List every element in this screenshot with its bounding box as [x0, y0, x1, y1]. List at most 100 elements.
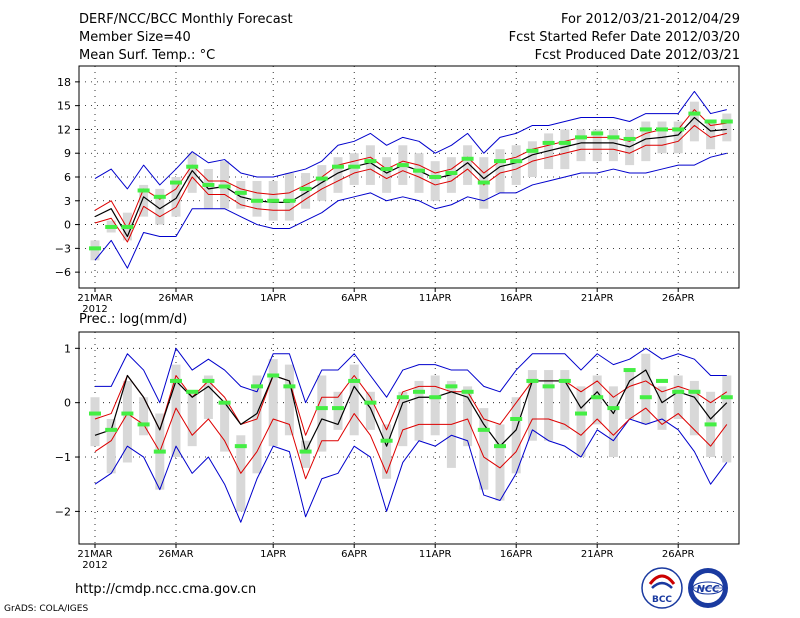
prec-green-marker — [380, 438, 393, 443]
prec-green-marker — [234, 444, 247, 449]
temp-spread-box — [689, 101, 699, 142]
prec-green-marker — [348, 378, 361, 383]
prec-green-marker — [623, 368, 636, 373]
prec-spread-box — [333, 391, 343, 430]
prec-y-tick-label: −2 — [55, 505, 71, 518]
temp-y-tick-label: 0 — [64, 219, 71, 232]
temp-year-label: 2012 — [82, 304, 107, 315]
temp-green-marker — [558, 140, 571, 145]
prec-spread-box — [414, 380, 424, 441]
temp-green-marker — [267, 198, 280, 203]
prec-green-marker — [299, 449, 312, 454]
temp-green-marker — [704, 119, 717, 124]
prec-green-marker — [186, 389, 199, 394]
prec-spread-box — [220, 402, 230, 452]
temp-green-marker — [396, 163, 409, 168]
temp-spread-box — [560, 129, 570, 170]
prec-spread-box — [317, 375, 327, 452]
temp-x-tick-label: 26MAR — [158, 293, 193, 304]
temp-spread-box — [171, 177, 181, 217]
temp-x-tick-label: 26APR — [662, 293, 695, 304]
forecast-period-label: For 2012/03/21-2012/04/29 — [561, 12, 740, 27]
grads-credit: GrADS: COLA/IGES — [4, 604, 89, 614]
temp-red-lower-line — [94, 124, 727, 243]
temp-blue-upper-line — [94, 90, 727, 190]
temp-spread-box — [414, 153, 424, 193]
temp-green-marker — [332, 164, 344, 169]
ncc-logo-text: NCC — [696, 584, 720, 595]
prec-green-marker — [153, 449, 166, 454]
temp-spread-box — [382, 157, 392, 193]
prec-spread-box — [365, 391, 375, 430]
forecast-started-label: Fcst Started Refer Date 2012/03/20 — [508, 30, 740, 45]
prec-spread-box — [527, 370, 537, 441]
prec-spread-box — [641, 353, 651, 425]
temp-green-marker — [121, 224, 134, 229]
prec-spread-box — [90, 397, 100, 447]
temp-spread-box — [511, 145, 521, 185]
temp-spread-box — [155, 188, 165, 225]
agency-logos: BCC NCC — [641, 567, 728, 609]
temp-x-tick-label: 16APR — [500, 293, 533, 304]
prec-y-tick-label: 0 — [64, 397, 71, 410]
temp-ensemble-mean-line — [94, 116, 727, 238]
prec-x-tick-label: 11APR — [419, 549, 452, 560]
temp-green-marker — [202, 182, 215, 187]
prec-spread-box — [657, 386, 667, 430]
ncc-logo: NCC — [688, 568, 728, 608]
bcc-logo: BCC — [641, 567, 683, 609]
temp-green-marker — [153, 194, 166, 199]
source-url[interactable]: http://cmdp.ncc.cma.gov.cn — [75, 582, 257, 597]
prec-spread-box — [479, 408, 489, 490]
temp-y-tick-label: 3 — [64, 195, 71, 208]
temp-green-marker — [218, 184, 231, 189]
temp-green-marker — [688, 111, 701, 116]
prec-blue-lower-line — [94, 418, 728, 523]
precipitation-panel: −2 −1 0 1 21MAR 26MAR 1APR 6APR 11APR 16APR 21APR 2… — [55, 331, 740, 571]
prec-green-marker — [105, 427, 118, 432]
precip-panel-title: Prec.: log(mm/d) — [79, 312, 187, 327]
prec-spread-box — [625, 370, 635, 419]
temp-y-tick-label: 6 — [64, 171, 71, 184]
prec-spread-box — [608, 386, 618, 458]
temp-x-tick-label: 6APR — [341, 293, 367, 304]
temp-x-tick-label: 1APR — [260, 293, 286, 304]
prec-x-tick-label: 21APR — [581, 549, 614, 560]
prec-spread-box — [382, 424, 392, 479]
temp-green-marker — [542, 140, 555, 145]
prec-green-marker — [137, 422, 150, 427]
prec-green-marker — [656, 378, 668, 383]
temp-green-marker — [639, 127, 652, 132]
temp-green-marker — [575, 135, 587, 140]
prec-green-marker — [332, 406, 344, 411]
prec-x-tick-label: 21MAR — [77, 549, 112, 560]
bcc-logo-text: BCC — [652, 595, 672, 605]
temp-green-marker — [591, 131, 604, 136]
temp-blue-lower-line — [94, 152, 727, 269]
temp-green-marker — [186, 164, 199, 169]
forecast-produced-label: Fcst Produced Date 2012/03/21 — [534, 48, 740, 63]
prec-plot-frame — [78, 331, 740, 545]
prec-red-upper-line — [94, 374, 728, 436]
prec-green-marker — [364, 400, 377, 405]
prec-green-marker — [494, 444, 506, 449]
temp-x-tick-label: 21APR — [581, 293, 614, 304]
temp-y-tick-label: −3 — [55, 242, 71, 255]
prec-green-marker — [396, 395, 409, 400]
prec-green-marker — [202, 378, 215, 383]
prec-y-tick-label: −1 — [55, 451, 71, 464]
prec-green-marker — [575, 411, 587, 416]
temp-y-tick-label: 18 — [57, 76, 71, 89]
temp-green-marker — [607, 135, 620, 140]
temp-green-marker — [477, 180, 490, 185]
prec-green-marker — [526, 378, 539, 383]
prec-green-marker — [267, 373, 280, 378]
prec-green-marker — [477, 427, 490, 432]
temp-spread-box — [349, 153, 359, 185]
temp-spread-box — [592, 129, 602, 162]
prec-blue-upper-line — [95, 347, 727, 404]
temp-green-marker — [461, 156, 474, 161]
temp-green-marker — [672, 127, 685, 132]
prec-green-marker — [542, 384, 555, 389]
